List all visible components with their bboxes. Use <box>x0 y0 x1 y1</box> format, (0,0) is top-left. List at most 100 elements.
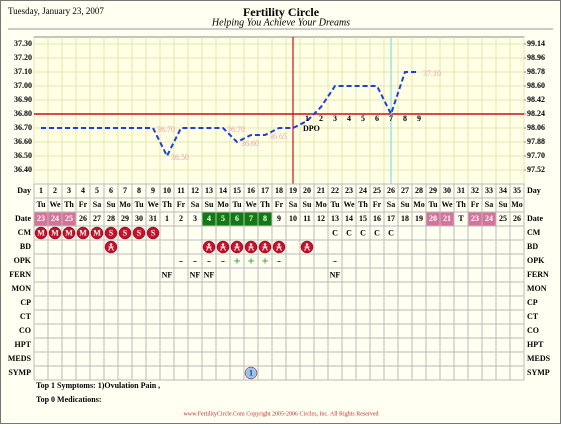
y2-tick-label: 98.24 <box>527 109 545 118</box>
day-number: 7 <box>123 186 127 195</box>
entry-badge <box>90 226 104 240</box>
date-highlight <box>216 212 230 226</box>
y2-tick-label: 99.14 <box>527 39 545 48</box>
entry-text: M <box>51 228 59 237</box>
entry-icon <box>305 243 309 246</box>
date: 3 <box>193 214 197 223</box>
day-number: 9 <box>151 186 155 195</box>
date: 10 <box>289 214 297 223</box>
entry-text: C <box>360 228 366 237</box>
y-tick-label: 37.20 <box>14 53 32 62</box>
value-label: 36.70 <box>227 125 245 134</box>
date: 26 <box>513 214 521 223</box>
weekday: Mo <box>511 200 523 209</box>
date-highlight <box>62 212 76 226</box>
day-number: 22 <box>331 186 339 195</box>
date: 27 <box>93 214 101 223</box>
y2-tick-label: 98.42 <box>527 95 545 104</box>
weekday: Sa <box>191 200 199 209</box>
y2-tick-label: 97.88 <box>527 137 545 146</box>
weekday: Mo <box>217 200 229 209</box>
row-label: Day <box>17 186 31 195</box>
weekday: Su <box>401 200 410 209</box>
date: 23 <box>37 214 45 223</box>
day-number: 18 <box>275 186 283 195</box>
day-number: 12 <box>191 186 199 195</box>
entry-text: M <box>37 228 45 237</box>
y2-tick-label: 98.06 <box>527 123 545 132</box>
date: 23 <box>471 214 479 223</box>
weekday: We <box>441 200 453 209</box>
row-label: HPT <box>527 340 544 349</box>
entry-icon <box>109 243 113 246</box>
y-tick-label: 36.40 <box>14 165 32 174</box>
y-tick-label: 37.10 <box>14 67 32 76</box>
y-tick-label: 36.70 <box>14 123 32 132</box>
weekday: Fr <box>275 200 284 209</box>
date: 15 <box>359 214 367 223</box>
date-highlight <box>426 212 440 226</box>
date: 31 <box>149 214 157 223</box>
entry-icon <box>248 245 254 251</box>
date: 19 <box>415 214 423 223</box>
entry-icon <box>108 245 114 251</box>
date: 12 <box>317 214 325 223</box>
entry-text: - <box>221 253 225 267</box>
date: 14 <box>345 214 353 223</box>
entry-text: C <box>346 228 352 237</box>
weekday: Mo <box>315 200 327 209</box>
dpo-label: DPO <box>303 124 320 133</box>
day-number: 2 <box>53 186 57 195</box>
date: 4 <box>207 214 211 223</box>
date: 24 <box>485 214 493 223</box>
entry-icon <box>220 245 226 251</box>
row-label: CP <box>527 298 538 307</box>
day-number: 20 <box>303 186 311 195</box>
weekday: Su <box>303 200 312 209</box>
weekday: Tu <box>428 200 438 209</box>
day-number: 10 <box>163 186 171 195</box>
y2-tick-label: 98.96 <box>527 53 545 62</box>
medications-summary: Top 0 Medications: <box>36 395 102 404</box>
date: 13 <box>331 214 339 223</box>
date: 1 <box>165 214 169 223</box>
date: 21 <box>443 214 451 223</box>
weekday: Tu <box>36 200 46 209</box>
value-label: 36.50 <box>171 153 189 162</box>
row-label: BD <box>527 242 538 251</box>
date: 18 <box>401 214 409 223</box>
day-number: 21 <box>317 186 325 195</box>
date-highlight <box>244 212 258 226</box>
day-number: 5 <box>95 186 99 195</box>
entry-badge <box>118 226 132 240</box>
y-tick-label: 37.30 <box>14 39 32 48</box>
date: 20 <box>429 214 437 223</box>
entry-text: - <box>333 253 337 267</box>
row-label: SYMP <box>8 368 31 377</box>
day-number: 31 <box>457 186 465 195</box>
y-tick-label: 37.00 <box>14 81 32 90</box>
date-highlight <box>202 212 216 226</box>
date: 25 <box>65 214 73 223</box>
day-number: 4 <box>81 186 85 195</box>
entry-text: C <box>388 228 394 237</box>
weekday: Mo <box>413 200 425 209</box>
dpo-number: 7 <box>389 114 393 123</box>
date: 28 <box>107 214 115 223</box>
day-number: 29 <box>429 186 437 195</box>
date-highlight <box>230 212 244 226</box>
y-tick-label: 36.50 <box>14 151 32 160</box>
day-number: 11 <box>177 186 185 195</box>
entry-icon <box>206 245 212 251</box>
weekday: Su <box>107 200 116 209</box>
row-label: HPT <box>15 340 32 349</box>
row-label: MON <box>527 284 547 293</box>
entry-text: C <box>332 228 338 237</box>
entry-badge <box>146 226 160 240</box>
value-label: 36.70 <box>157 125 175 134</box>
entry-text: S <box>123 228 128 237</box>
row-label: MEDS <box>527 354 551 363</box>
entry-text: NF <box>204 270 215 279</box>
entry-badge <box>62 226 76 240</box>
